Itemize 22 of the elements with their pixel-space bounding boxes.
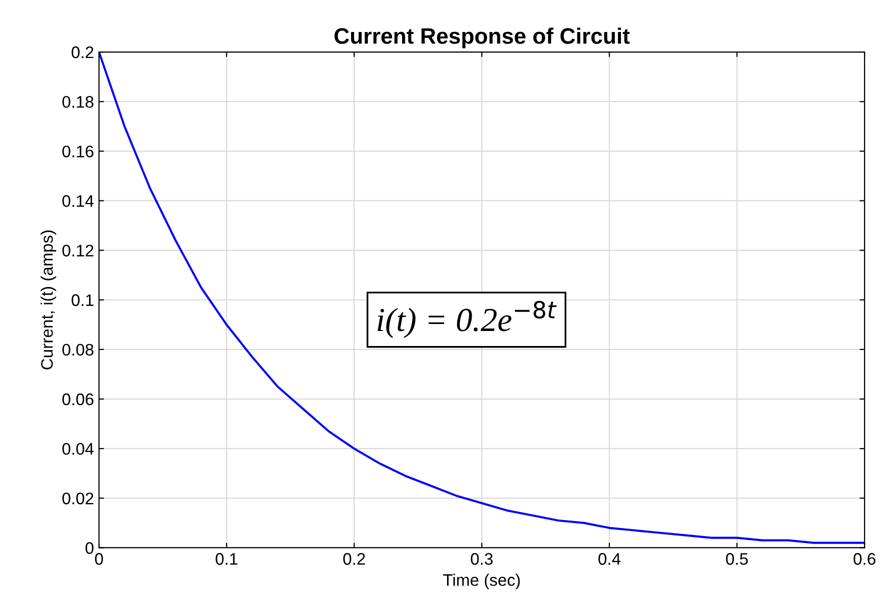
y-tick-label: 0.12 <box>62 244 94 257</box>
x-tick-label: 0.1 <box>216 553 238 565</box>
y-tick-label: 0.04 <box>62 442 94 455</box>
y-tick-label: 0.08 <box>62 344 94 356</box>
x-tick-label: 0.5 <box>726 553 748 565</box>
y-tick-label: 0.16 <box>62 146 94 158</box>
y-axis-title: Current, i(t) (amps) <box>40 230 56 370</box>
y-tick-label: 0.1 <box>72 294 94 306</box>
y-tick-label: 0.06 <box>62 393 94 406</box>
x-axis-title: Time (sec) <box>443 574 520 590</box>
y-tick-label: 0.02 <box>62 492 94 504</box>
x-tick-label: 0.6 <box>854 553 876 565</box>
y-tick-label: 0.2 <box>72 46 94 58</box>
y-tick-label: 0.14 <box>62 195 94 207</box>
annotation: i(t) = 0.2e$^{−8t}$ <box>378 300 557 338</box>
x-tick-label: 0.2 <box>343 553 365 565</box>
x-tick-label: 0.4 <box>598 553 620 565</box>
chart-title: Current Response of Circuit <box>334 28 630 48</box>
y-tick-label: 0 <box>86 542 94 554</box>
y-tick-label: 0.18 <box>62 96 94 108</box>
x-tick-label: 0 <box>95 553 103 565</box>
x-tick-label: 0.3 <box>470 553 493 565</box>
